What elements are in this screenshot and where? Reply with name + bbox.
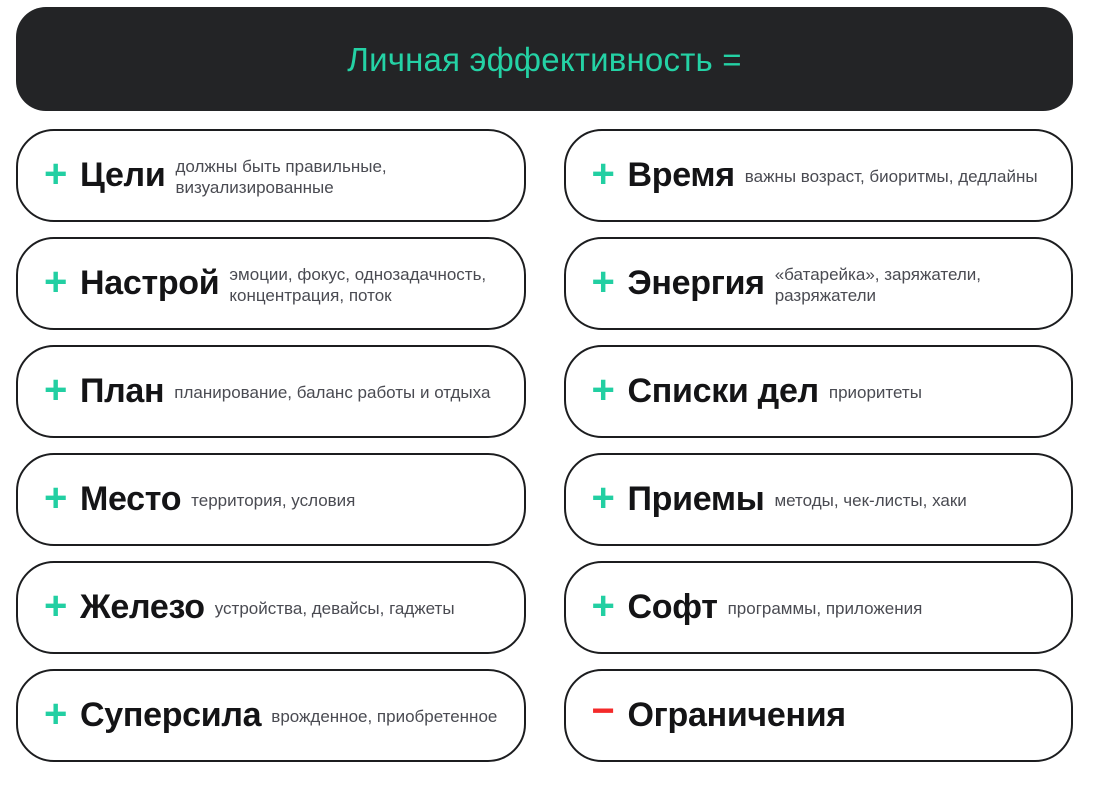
factor-card[interactable]: + Место территория, условия xyxy=(16,453,526,546)
factor-title: План xyxy=(80,371,165,410)
factor-card[interactable]: − Ограничения xyxy=(563,669,1073,762)
factor-title: Железо xyxy=(80,587,205,626)
factor-description: методы, чек-листы, хаки xyxy=(774,491,967,511)
factor-title: Место xyxy=(80,479,182,518)
plus-icon: + xyxy=(591,259,615,304)
plus-icon: + xyxy=(44,583,68,628)
factor-description: «батарейка», заряжатели, разряжатели xyxy=(774,264,982,305)
plus-icon: + xyxy=(591,151,615,196)
factor-description: врожденное, приобретенное xyxy=(271,707,498,727)
factor-title: Приемы xyxy=(627,479,765,518)
factor-title: Энергия xyxy=(627,263,766,302)
plus-icon: + xyxy=(44,367,68,412)
factor-description: устройства, девайсы, гаджеты xyxy=(214,599,455,619)
factor-card-grid: + Цели должны быть правильные, визуализиро… xyxy=(16,129,1073,762)
factor-card[interactable]: + Софт программы, приложения xyxy=(563,561,1073,654)
plus-icon: + xyxy=(44,475,68,520)
plus-icon: + xyxy=(591,583,615,628)
factor-card[interactable]: + Приемы методы, чек-листы, хаки xyxy=(563,453,1073,546)
plus-icon: + xyxy=(44,151,68,196)
factor-description: важны возраст, биоритмы, дедлайны xyxy=(744,167,1038,187)
plus-icon: + xyxy=(591,475,615,520)
factor-description: эмоции, фокус, однозадачность, концентра… xyxy=(229,264,487,305)
factor-card[interactable]: + Энергия «батарейка», заряжатели, разряжа… xyxy=(563,237,1073,330)
factor-card[interactable]: + Настрой эмоции, фокус, однозадачность, к… xyxy=(16,237,526,330)
factor-title: Ограничения xyxy=(627,695,847,734)
factor-description: планирование, баланс работы и отдыха xyxy=(174,383,491,403)
factor-title: Время xyxy=(627,155,736,194)
factor-title: Настрой xyxy=(80,263,220,302)
factor-title: Цели xyxy=(80,155,166,194)
header-banner: Личная эффективность = xyxy=(16,7,1073,111)
factor-card[interactable]: + Списки дел приоритеты xyxy=(563,345,1073,438)
factor-description: приоритеты xyxy=(828,383,922,403)
factor-card[interactable]: + Цели должны быть правильные, визуализиро… xyxy=(16,129,526,222)
plus-icon: + xyxy=(44,691,68,736)
page-title: Личная эффективность = xyxy=(347,40,742,78)
factor-card[interactable]: + План планирование, баланс работы и отдых… xyxy=(16,345,526,438)
plus-icon: + xyxy=(44,259,68,304)
factor-card[interactable]: + Время важны возраст, биоритмы, дедлайны xyxy=(563,129,1073,222)
factor-card[interactable]: + Суперсила врожденное, приобретенное xyxy=(16,669,526,762)
factor-description: территория, условия xyxy=(191,491,356,511)
factor-title: Софт xyxy=(627,587,718,626)
factor-card[interactable]: + Железо устройства, девайсы, гаджеты xyxy=(16,561,526,654)
minus-icon: − xyxy=(591,688,615,733)
factor-description: должны быть правильные, визуализированны… xyxy=(175,156,387,197)
plus-icon: + xyxy=(591,367,615,412)
factor-title: Суперсила xyxy=(80,695,262,734)
factor-title: Списки дел xyxy=(627,371,820,410)
factor-description: программы, приложения xyxy=(727,599,923,619)
